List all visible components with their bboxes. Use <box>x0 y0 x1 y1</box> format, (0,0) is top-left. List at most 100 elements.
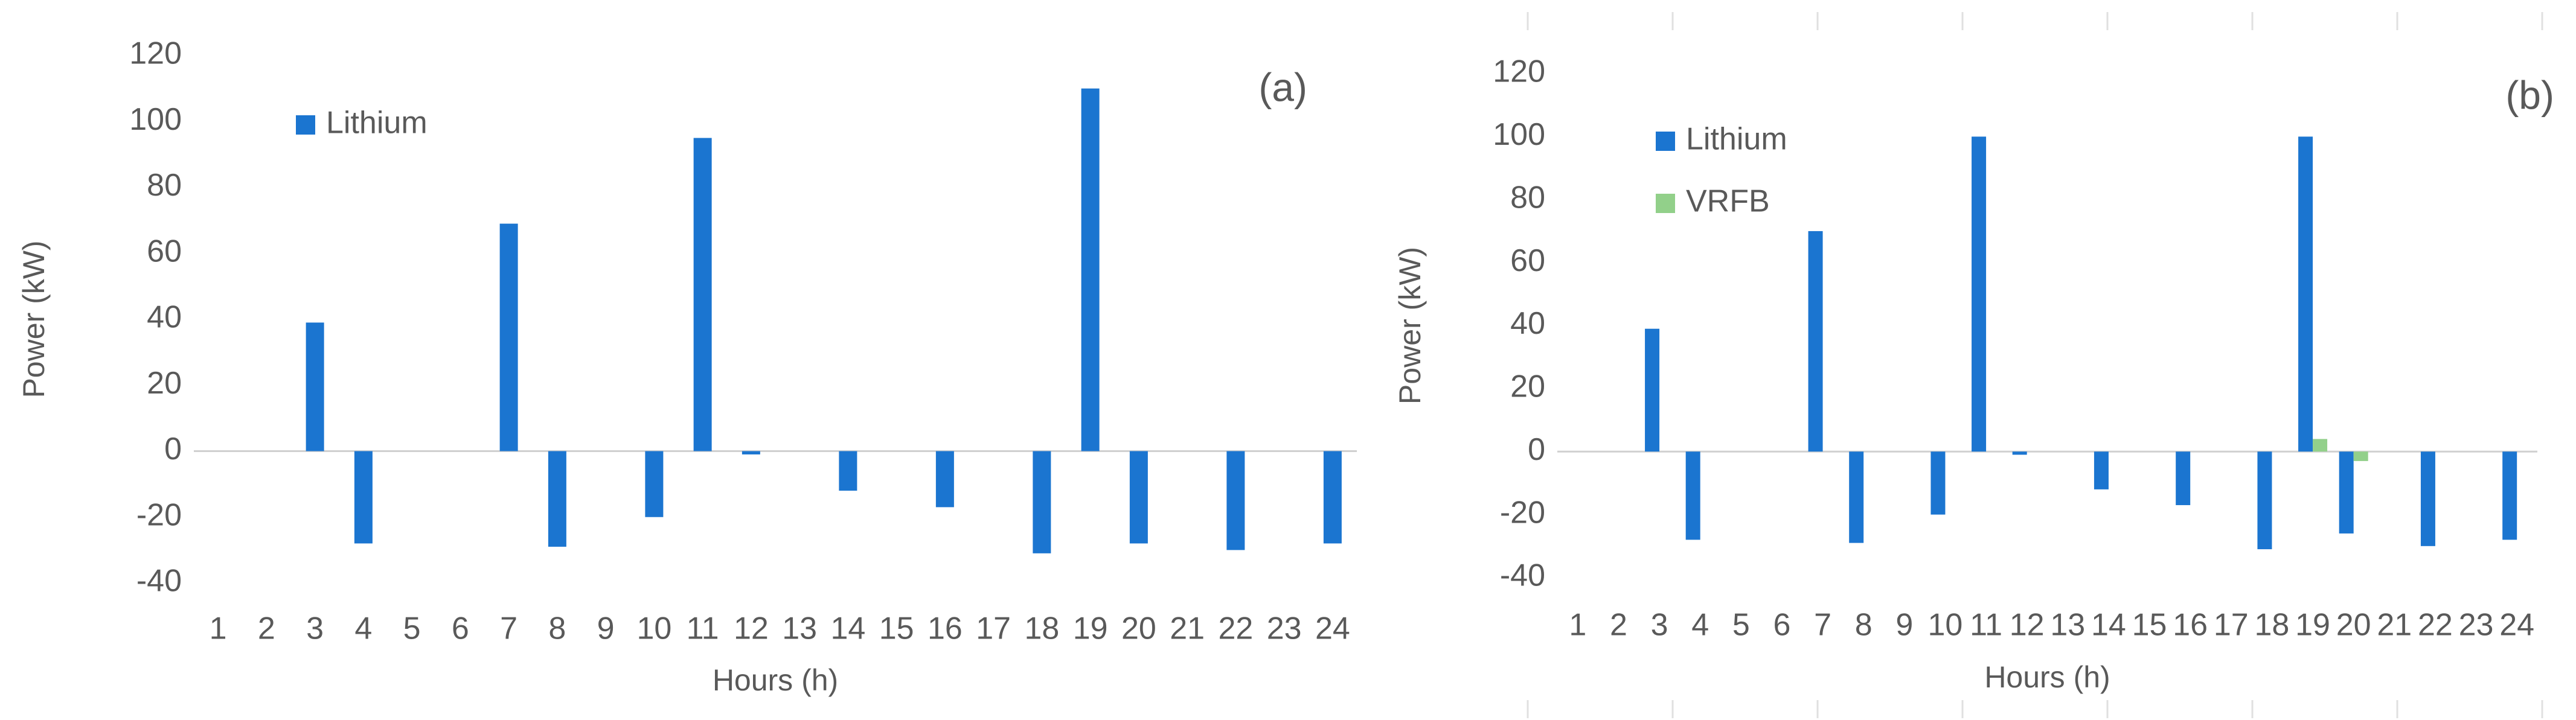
bar <box>2353 451 2368 461</box>
bar <box>2012 451 2027 455</box>
y-tick-label: 100 <box>1493 117 1545 152</box>
y-axis-title: Power (kW) <box>17 240 51 398</box>
y-tick-label: 20 <box>147 366 182 401</box>
legend-label: VRFB <box>1686 184 1770 219</box>
y-tick-label: 20 <box>1510 369 1545 404</box>
bar <box>1645 328 1660 452</box>
x-tick-label: 12 <box>734 611 769 646</box>
x-tick-label: 23 <box>1267 611 1302 646</box>
x-tick-label: 22 <box>1218 611 1253 646</box>
ticks-decoration <box>1527 12 2543 718</box>
bar <box>499 223 518 451</box>
bar <box>1323 451 1342 544</box>
x-tick-label: 10 <box>636 611 671 646</box>
legend-label: Lithium <box>326 106 428 141</box>
x-tick-label: 21 <box>1170 611 1205 646</box>
x-tick-label: 22 <box>2418 608 2453 643</box>
bar <box>2502 451 2517 540</box>
legend-label: Lithium <box>1686 122 1787 157</box>
y-tick-label: -20 <box>136 497 182 532</box>
x-tick-label: 13 <box>782 611 817 646</box>
y-tick-label: 80 <box>147 168 182 203</box>
y-tick-label: 80 <box>1510 180 1545 215</box>
bar <box>742 451 760 454</box>
bar <box>1129 451 1148 544</box>
x-tick-label: 13 <box>2050 608 2085 643</box>
bar <box>693 138 712 451</box>
x-tick-label: 19 <box>2295 608 2330 643</box>
x-tick-label: 11 <box>1970 608 2002 643</box>
bar <box>1081 88 1100 451</box>
x-tick-label: 6 <box>1773 608 1790 643</box>
y-tick-label: 0 <box>1528 432 1545 467</box>
y-tick-label: 100 <box>129 102 182 137</box>
bar <box>548 451 566 547</box>
x-tick-label: 2 <box>258 611 275 646</box>
bar <box>1685 451 1700 540</box>
x-tick-label: 3 <box>1651 608 1668 643</box>
y-tick-label: 120 <box>129 36 182 71</box>
bar <box>1033 451 1051 553</box>
bar <box>1930 451 1946 515</box>
bar <box>2298 136 2313 452</box>
x-tick-label: 14 <box>830 611 865 646</box>
x-tick-label: 8 <box>548 611 566 646</box>
x-tick-label: 16 <box>928 611 963 646</box>
y-tick-label: 60 <box>147 234 182 269</box>
x-tick-label: 3 <box>306 611 324 646</box>
y-tick-label: 60 <box>1510 243 1545 278</box>
x-tick-label: 24 <box>1315 611 1350 646</box>
bar <box>2094 451 2109 489</box>
x-tick-label: 8 <box>1855 608 1873 643</box>
x-tick-label: 9 <box>1895 608 1913 643</box>
legend-swatch <box>296 115 315 135</box>
x-tick-label: 14 <box>2091 608 2126 643</box>
x-tick-label: 4 <box>354 611 372 646</box>
y-tick-label: 120 <box>1493 54 1545 89</box>
x-tick-label: 12 <box>2010 608 2045 643</box>
bar <box>2339 451 2354 534</box>
x-tick-label: 6 <box>452 611 469 646</box>
y-tick-label: -40 <box>1500 558 1545 593</box>
x-tick-label: 5 <box>1732 608 1750 643</box>
x-tick-label: 1 <box>210 611 227 646</box>
x-tick-label: 18 <box>2255 608 2290 643</box>
y-tick-label: 0 <box>164 432 182 467</box>
bar <box>839 451 857 491</box>
x-tick-label: 23 <box>2459 608 2494 643</box>
x-axis-title: Hours (h) <box>713 663 838 697</box>
x-tick-label: 15 <box>879 611 914 646</box>
x-axis-title: Hours (h) <box>1984 660 2110 694</box>
y-tick-label: -40 <box>136 564 182 599</box>
bar <box>2257 451 2272 550</box>
x-tick-label: 9 <box>597 611 615 646</box>
bar <box>1849 451 1864 543</box>
x-tick-label: 18 <box>1024 611 1059 646</box>
y-tick-label: 40 <box>147 300 182 335</box>
y-axis-title: Power (kW) <box>1393 247 1427 404</box>
x-tick-label: 19 <box>1073 611 1108 646</box>
x-tick-label: 4 <box>1691 608 1709 643</box>
bar <box>306 322 324 451</box>
bar <box>354 451 373 544</box>
bar <box>935 451 954 508</box>
bar <box>1226 451 1245 550</box>
y-tick-label: 40 <box>1510 306 1545 341</box>
bar <box>2176 451 2191 505</box>
bar <box>2313 439 2328 452</box>
x-tick-label: 11 <box>687 611 719 646</box>
x-tick-label: 5 <box>403 611 421 646</box>
bar <box>2420 451 2435 546</box>
x-tick-label: 16 <box>2173 608 2208 643</box>
bar <box>645 451 664 517</box>
bar <box>1972 136 1987 452</box>
bar <box>1808 231 1823 452</box>
legend-swatch <box>1656 194 1675 213</box>
legend-swatch <box>1656 132 1675 151</box>
x-tick-label: 15 <box>2132 608 2167 643</box>
x-tick-label: 17 <box>2214 608 2249 643</box>
x-tick-label: 10 <box>1928 608 1963 643</box>
